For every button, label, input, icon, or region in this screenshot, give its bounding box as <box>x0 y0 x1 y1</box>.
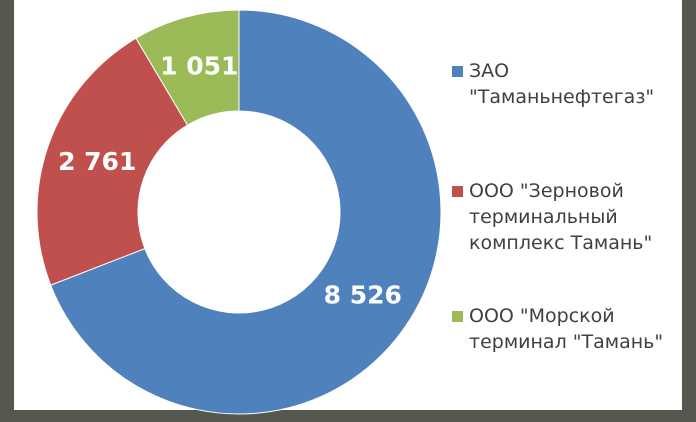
value-label: 2 761 <box>58 147 136 176</box>
page: 8 526 2 761 1 051 ЗАО "Таманьнефтегаз" ООО … <box>0 0 696 422</box>
legend-item: ООО "Зерновой терминальный комплекс Тама… <box>452 178 687 256</box>
legend-label: ООО "Зерновой терминальный комплекс Тама… <box>469 178 687 256</box>
legend-label: ООО "Морской терминал "Тамань" <box>469 303 687 355</box>
value-label: 8 526 <box>324 281 402 310</box>
legend-item: ООО "Морской терминал "Тамань" <box>452 303 687 355</box>
legend-swatch <box>452 66 463 77</box>
legend-swatch <box>452 311 463 322</box>
legend-item: ЗАО "Таманьнефтегаз" <box>452 58 687 110</box>
value-label: 1 051 <box>160 51 238 80</box>
legend-swatch <box>452 186 463 197</box>
legend-label: ЗАО "Таманьнефтегаз" <box>469 58 687 110</box>
